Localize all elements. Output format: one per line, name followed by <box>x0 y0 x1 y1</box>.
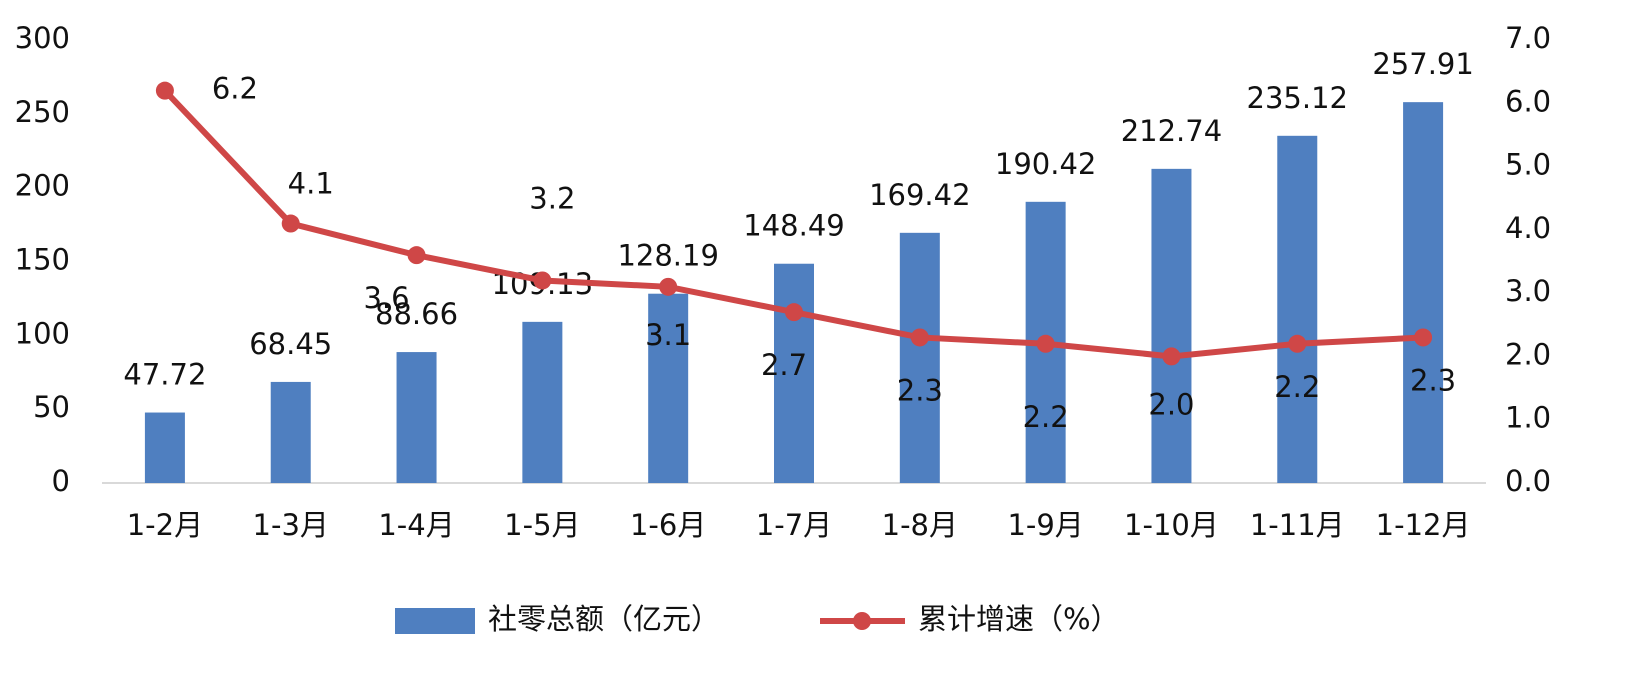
line-marker <box>1288 334 1307 353</box>
line-marker <box>1162 347 1181 366</box>
bar <box>522 321 563 483</box>
y-tick-label: 250 <box>15 95 70 129</box>
bar-value-label: 169.42 <box>869 178 970 212</box>
bar <box>1277 135 1318 483</box>
bar-value-label: 128.19 <box>617 239 718 273</box>
bar <box>648 293 689 483</box>
y-tick-label: 0 <box>52 464 70 498</box>
bar-value-label: 212.74 <box>1121 114 1222 148</box>
line-marker <box>910 328 929 347</box>
y-tick-label: 200 <box>15 169 70 203</box>
line-value-label: 3.2 <box>529 181 575 215</box>
x-tick-label: 1-7月 <box>756 508 832 542</box>
line-value-label: 2.0 <box>1148 387 1194 421</box>
line-marker <box>1036 334 1055 353</box>
bar <box>1151 168 1192 483</box>
line-marker <box>533 271 552 290</box>
x-tick-label: 1-9月 <box>1007 508 1083 542</box>
line-value-label: 6.2 <box>212 72 258 106</box>
y2-tick-label: 1.0 <box>1505 401 1551 435</box>
bar-value-label: 190.42 <box>995 147 1096 181</box>
line-value-label: 3.1 <box>645 318 691 352</box>
bar <box>144 412 185 483</box>
y2-tick-label: 3.0 <box>1505 274 1551 308</box>
bar-value-label: 148.49 <box>743 209 844 243</box>
bar <box>774 263 814 483</box>
line-marker <box>281 214 300 233</box>
y2-tick-label: 7.0 <box>1505 21 1551 55</box>
bar <box>270 381 311 483</box>
legend-label: 累计增速（%） <box>918 602 1120 636</box>
x-tick-label: 1-8月 <box>882 508 958 542</box>
legend-swatch <box>395 608 475 634</box>
line-value-label: 2.7 <box>761 348 807 382</box>
line-value-label: 4.1 <box>288 167 334 201</box>
x-tick-label: 1-6月 <box>630 508 706 542</box>
x-tick-label: 1-11月 <box>1250 508 1345 542</box>
x-tick-label: 1-5月 <box>504 508 580 542</box>
bar <box>396 352 437 483</box>
bar-value-label: 68.45 <box>249 327 332 361</box>
y-tick-label: 50 <box>33 390 70 424</box>
line-marker <box>785 303 803 322</box>
line-value-label: 2.3 <box>897 373 943 407</box>
y2-tick-label: 2.0 <box>1505 337 1551 371</box>
bar-value-label: 47.72 <box>123 358 206 392</box>
line-value-label: 3.6 <box>363 281 409 315</box>
x-tick-label: 1-10月 <box>1124 508 1219 542</box>
legend-label: 社零总额（亿元） <box>488 602 720 636</box>
y2-tick-label: 6.0 <box>1505 84 1551 118</box>
y-tick-label: 300 <box>15 21 70 55</box>
bar-value-label: 257.91 <box>1372 47 1473 81</box>
legend-marker <box>853 612 871 630</box>
y2-tick-label: 4.0 <box>1505 211 1551 245</box>
bar <box>1403 102 1444 484</box>
x-tick-label: 1-4月 <box>378 508 454 542</box>
y2-tick-label: 0.0 <box>1505 464 1551 498</box>
y-tick-label: 150 <box>15 243 70 277</box>
bar-value-label: 235.12 <box>1247 81 1348 115</box>
y-tick-label: 100 <box>15 316 70 350</box>
y2-tick-label: 5.0 <box>1505 148 1551 182</box>
line-marker <box>1414 328 1433 347</box>
line-marker <box>659 277 678 296</box>
line-marker <box>407 246 426 265</box>
line-value-label: 2.3 <box>1410 363 1456 397</box>
x-tick-label: 1-2月 <box>127 508 203 542</box>
line-marker <box>155 81 174 100</box>
bar <box>899 232 940 483</box>
line-value-label: 2.2 <box>1274 370 1320 404</box>
x-tick-label: 1-3月 <box>253 508 329 542</box>
x-tick-label: 1-12月 <box>1376 508 1471 542</box>
line-value-label: 2.2 <box>1023 400 1069 434</box>
bar-value-label: 88.66 <box>375 297 458 331</box>
